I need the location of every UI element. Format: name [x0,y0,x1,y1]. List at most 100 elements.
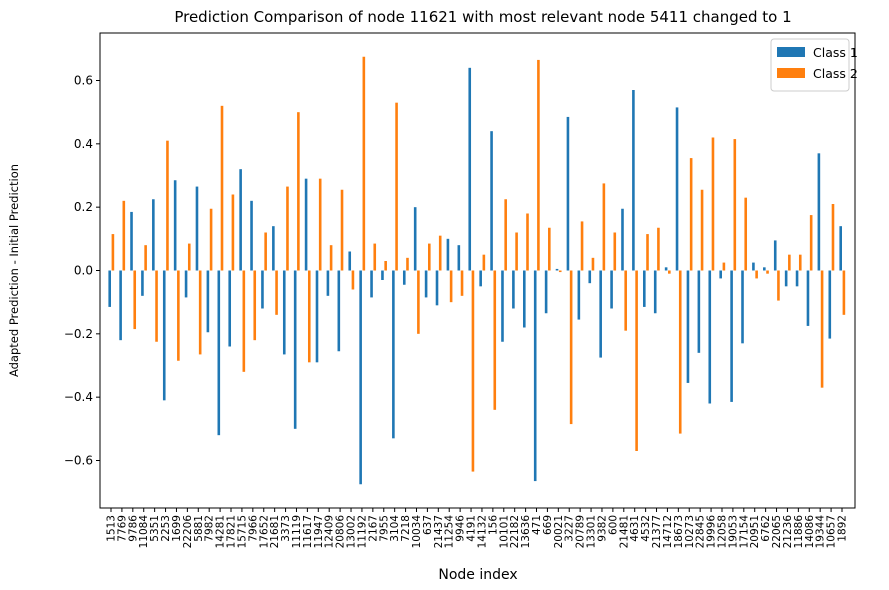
legend-swatch [777,47,805,57]
x-tick-label: 21377 [651,515,663,548]
x-tick-label: 5881 [193,515,205,542]
bars-group [108,56,846,485]
bar-class1 [130,211,133,271]
bar-class2 [820,270,824,388]
bar-class1 [697,270,701,353]
x-axis-ticks: 1513776997861108453512253169922206588179… [106,508,849,548]
bar-class2 [220,105,224,271]
bar-class1 [272,226,275,271]
x-tick-label: 22206 [182,515,194,549]
bar-class2 [548,227,551,271]
bar-class2 [842,270,846,315]
x-tick-label: 11947 [313,515,325,548]
bar-class2 [351,270,355,290]
x-axis-label: Node index [438,567,517,583]
bar-class1 [370,270,373,298]
bar-class1 [741,270,744,344]
bar-class2 [744,197,748,271]
x-tick-label: 600 [607,515,619,535]
bar-class2 [471,270,475,472]
x-tick-label: 1513 [106,515,118,542]
x-tick-label: 156 [487,515,499,535]
bar-class2 [591,257,595,271]
bar-class2 [155,270,158,342]
bar-class1 [763,267,766,271]
x-tick-label: 6762 [760,515,772,542]
y-tick-label: −0.6 [64,454,93,468]
bar-class1 [173,180,177,271]
bar-class1 [577,270,581,320]
bar-class1 [337,270,341,352]
bar-class2 [711,137,715,271]
x-tick-label: 15715 [236,515,248,548]
y-tick-label: −0.4 [64,390,93,404]
bar-class2 [580,221,584,271]
bar-class1 [523,270,526,328]
x-tick-label: 1892 [837,515,849,542]
x-tick-label: 14132 [476,515,488,548]
bar-class1 [184,270,188,298]
bar-class2 [209,208,213,271]
bar-class1 [141,270,144,296]
x-tick-label: 10034 [411,515,423,549]
bar-class2 [177,270,180,361]
bar-class1 [588,270,592,284]
bar-class1 [217,270,221,436]
y-tick-label: 0.2 [74,200,93,214]
bar-class2 [111,234,115,271]
x-tick-label: 471 [531,515,543,535]
bar-class1 [348,251,352,271]
x-tick-label: 7966 [247,515,259,542]
bar-class1 [468,67,472,271]
x-tick-label: 14712 [662,515,674,548]
x-tick-label: 14086 [804,515,816,549]
x-tick-label: 19344 [815,515,827,549]
bar-class2 [646,234,649,271]
bar-class1 [326,270,330,296]
bar-class2 [515,232,518,271]
x-tick-label: 4532 [640,515,652,542]
bar-class1 [719,270,722,279]
bar-class1 [675,107,679,271]
bar-class1 [392,270,395,439]
bar-class2 [733,139,737,271]
bar-class1 [282,270,286,355]
bar-class2 [362,56,366,271]
bar-class1 [119,270,122,341]
bar-class1 [304,178,308,271]
x-tick-label: 13301 [586,515,598,548]
bar-class1 [381,270,384,280]
x-tick-label: 9382 [596,515,608,542]
x-tick-label: 14281 [215,515,227,548]
bar-class2 [198,270,202,355]
bar-class1 [413,207,417,271]
bar-class1 [621,208,624,271]
bar-class1 [250,200,253,271]
bar-class2 [275,270,278,315]
bar-class2 [657,227,660,271]
bar-class2 [788,254,791,271]
bar-class2 [722,262,726,271]
bar-class1 [686,270,690,383]
y-axis-ticks: −0.6 −0.4 −0.2 0.0 0.2 0.4 0.6 [64,74,100,468]
y-tick-label: −0.2 [64,327,93,341]
x-tick-label: 10657 [826,515,838,548]
bar-class2 [340,189,344,271]
bar-class1 [752,262,755,271]
x-tick-label: 9786 [127,515,139,542]
x-tick-label: 12409 [324,515,336,548]
x-tick-label: 20951 [749,515,761,548]
x-tick-label: 7218 [400,515,412,542]
bar-class2 [395,102,398,271]
legend-label: Class 1 [813,45,858,60]
bar-class2 [624,270,627,331]
bar-class2 [798,254,802,271]
y-tick-label: 0.6 [74,74,93,88]
x-tick-label: 3227 [564,515,576,542]
bar-class1 [228,270,232,347]
bar-class2 [613,232,617,271]
x-tick-label: 11254 [444,515,456,549]
bar-class1 [435,270,439,306]
